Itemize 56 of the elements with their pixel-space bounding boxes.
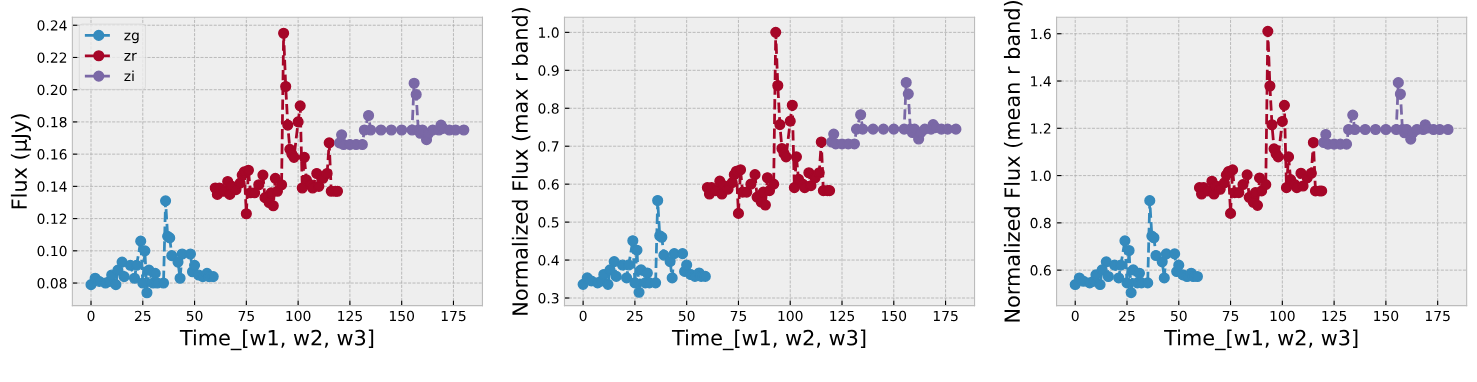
x-tick-label: 175: [1425, 310, 1450, 322]
x-tick-label: 125: [1322, 310, 1347, 322]
x-tick-label: 100: [778, 310, 803, 322]
y-tick-label: 0.14: [37, 181, 67, 192]
x-tick-label: 175: [933, 310, 958, 322]
x-tick-label: 50: [1171, 310, 1187, 322]
x-tick-label: 75: [730, 310, 747, 322]
x-tick-label: 25: [1119, 310, 1135, 322]
x-tick-label: 0: [1071, 310, 1079, 322]
y-tick-label: 0.3: [538, 292, 559, 304]
y-tick-label: 0.10: [37, 245, 67, 257]
y-tick-label: 1.6: [1031, 28, 1051, 40]
x-tick-label: 50: [186, 310, 203, 322]
y-tick-label: 0.8: [538, 103, 559, 114]
y-tick-label: 0.16: [37, 149, 67, 160]
x-tick-label: 175: [441, 310, 466, 322]
legend-label: zr: [124, 52, 137, 61]
y-tick-label: 1.0: [1031, 170, 1051, 182]
x-tick-label: 75: [238, 310, 254, 322]
x-tick-label: 50: [678, 310, 695, 322]
x-tick-label: 125: [830, 310, 855, 322]
x-tick-label: 150: [882, 310, 907, 322]
x-tick-label: 100: [286, 310, 311, 322]
y-tick-label: 1.2: [1031, 123, 1051, 134]
y-tick-label: 0.12: [37, 213, 67, 225]
x-axis-title: Time_[w1, w2, w3]: [671, 329, 866, 351]
y-tick-label: 0.6: [538, 179, 559, 190]
y-tick-label: 1.0: [539, 27, 559, 38]
y-axis-title: Normalized Flux (max r band): [511, 7, 531, 315]
x-axis-title: Time_[w1, w2, w3]: [179, 329, 374, 351]
x-tick-label: 150: [389, 310, 415, 322]
x-tick-label: 150: [1374, 310, 1399, 322]
y-tick-label: 0.6: [1030, 265, 1051, 276]
x-tick-label: 25: [134, 310, 151, 322]
y-axis-title: Flux (μJy): [10, 114, 32, 209]
y-tick-label: 1.4: [1031, 76, 1051, 87]
y-tick-label: 0.18: [37, 116, 67, 128]
x-tick-label: 0: [87, 310, 95, 322]
y-tick-label: 0.8: [1030, 217, 1051, 229]
y-tick-label: 0.20: [37, 84, 67, 96]
x-tick-label: 75: [1222, 310, 1239, 322]
legend-label: zg: [124, 32, 139, 44]
y-tick-label: 0.08: [37, 278, 67, 289]
y-tick-label: 0.24: [37, 20, 67, 31]
x-tick-label: 0: [579, 310, 587, 322]
y-axis-title: Normalized Flux (mean r band): [1003, 1, 1023, 322]
y-tick-label: 0.5: [538, 217, 559, 228]
x-axis-title: Time_[w1, w2, w3]: [1164, 329, 1358, 351]
x-tick-label: 100: [1270, 310, 1295, 322]
y-tick-label: 0.9: [538, 65, 559, 76]
legend-label: zi: [124, 70, 134, 82]
y-tick-label: 0.7: [538, 141, 559, 152]
y-tick-label: 0.22: [37, 52, 67, 63]
x-tick-label: 25: [627, 310, 643, 322]
y-tick-label: 0.4: [538, 255, 559, 266]
x-tick-label: 125: [338, 310, 362, 322]
